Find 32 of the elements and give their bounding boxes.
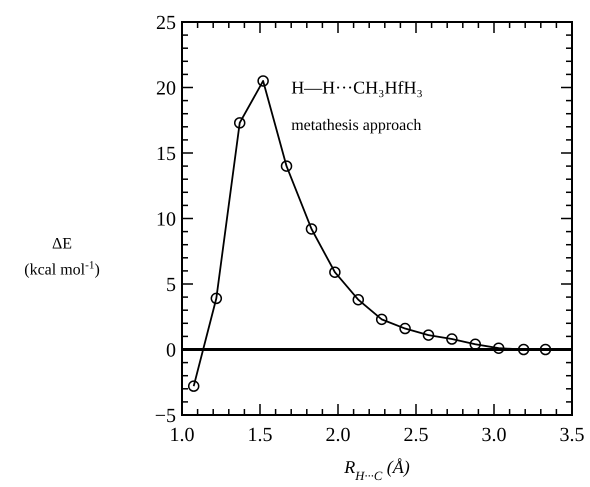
x-tick-label: 1.0	[170, 424, 194, 446]
point	[492, 342, 504, 354]
point	[422, 329, 434, 341]
point	[306, 223, 318, 235]
y-tick-label: 5	[166, 274, 176, 296]
x-axis-title: R$_{H···C}$ (Å)	[343, 457, 410, 483]
point	[210, 292, 222, 304]
point	[188, 380, 200, 392]
x-tick-label: 3.0	[482, 424, 506, 446]
point	[257, 75, 269, 87]
point	[376, 314, 388, 326]
y-tick-label: −5	[154, 405, 176, 427]
x-tick-label: 1.5	[248, 424, 272, 446]
point	[446, 333, 458, 345]
y-tick-label: 25	[156, 12, 176, 34]
x-tick-label: 3.5	[560, 424, 584, 446]
point	[234, 117, 246, 129]
y-tick-label: 0	[166, 340, 176, 362]
point	[518, 344, 530, 356]
y-tick-label: 10	[156, 208, 176, 230]
point	[540, 344, 552, 356]
y-tick-label: 15	[156, 143, 176, 165]
y-axis-title: ΔE (kcal mol$^{-1}$)	[24, 236, 100, 279]
point	[399, 322, 411, 334]
x-tick-label: 2.5	[404, 424, 428, 446]
annotation: H—H···CH₃HfH₃	[291, 78, 423, 98]
point	[352, 294, 364, 306]
y-tick-label: 20	[156, 78, 176, 100]
point	[329, 266, 341, 278]
point	[280, 160, 292, 172]
annotation: metathesis approach	[291, 117, 422, 134]
x-tick-label: 2.0	[326, 424, 350, 446]
